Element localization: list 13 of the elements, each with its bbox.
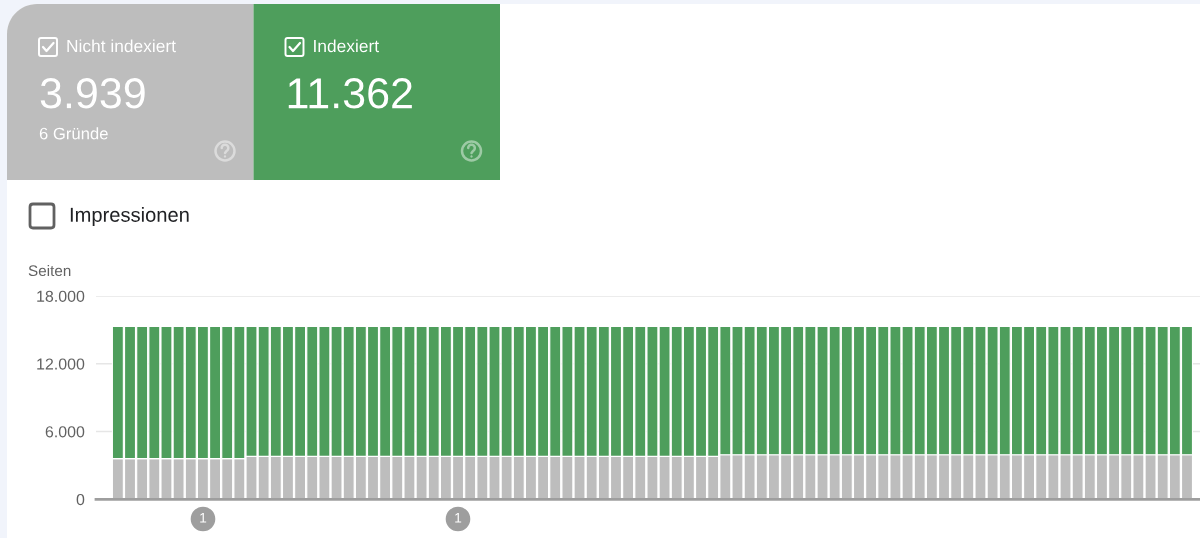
text: Impressionen — [70, 207, 189, 226]
y-tick-label: 0 — [76, 493, 85, 506]
text: 11.362 — [288, 78, 412, 109]
y-tick-label: 18.000 — [37, 290, 85, 302]
text: 1 — [200, 513, 207, 523]
legend-label: Nicht indexiert — [67, 39, 176, 53]
y-tick-label: 12.000 — [37, 358, 85, 370]
y-axis-title: Seiten — [28, 264, 71, 277]
legend-label: Indexiert — [314, 39, 379, 53]
text: 3.939 — [40, 78, 145, 109]
text: 6 Gründe — [39, 127, 108, 140]
y-tick-label: 6.000 — [45, 426, 85, 438]
text: 1 — [455, 513, 462, 523]
